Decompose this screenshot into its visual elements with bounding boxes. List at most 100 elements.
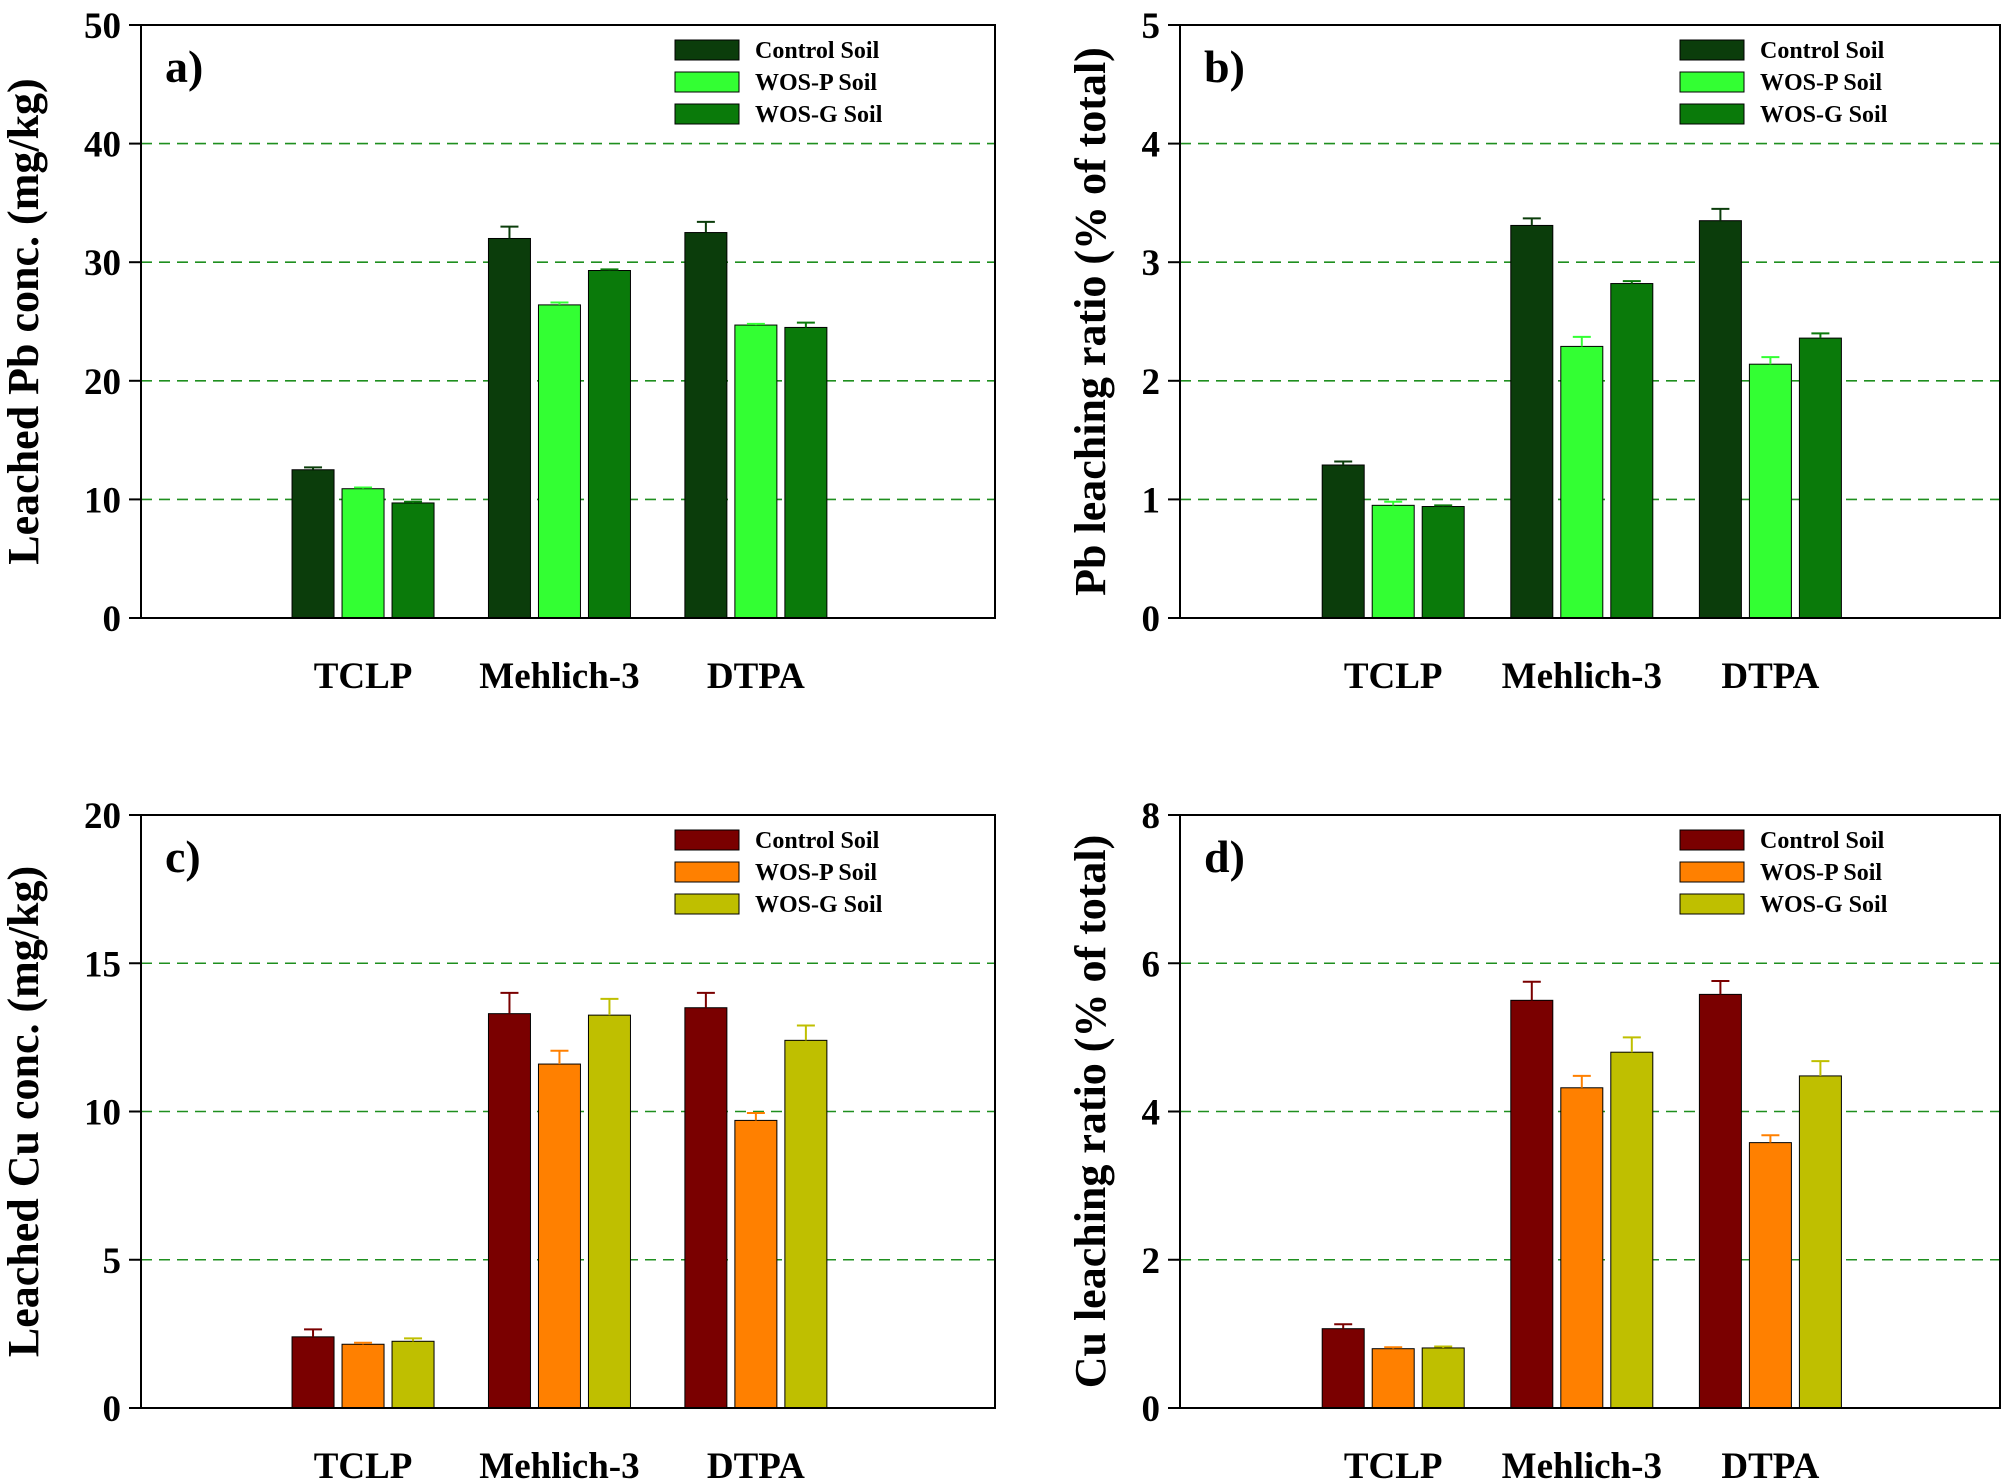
chart-panel-3: TCLP Mehlich-3 DTPA 0 5 10 15 20 Leached Cu conc…: [0, 796, 996, 1482]
y-tick-label: 5: [1142, 6, 1161, 47]
bar-wos-g-soil-dtpa: [784, 1039, 828, 1409]
bar-wos-g-soil-dtpa: [1798, 1075, 1842, 1409]
legend-swatch: [674, 103, 740, 125]
x-tick-label: TCLP: [314, 656, 413, 697]
legend-swatch: [1679, 829, 1745, 851]
x-tick-label: DTPA: [1721, 656, 1819, 697]
bar-wos-p-soil-mehlich-3: [537, 304, 581, 619]
bar-control-soil-tclp: [291, 469, 335, 619]
panel-label: c): [165, 831, 201, 882]
plot-frame: [1179, 24, 2001, 619]
x-tick-label: Mehlich-3: [479, 656, 639, 697]
chart-panel-4: TCLP Mehlich-3 DTPA 0 2 4 6 8 Cu leaching ratio …: [1066, 796, 2001, 1482]
y-tick-label: 20: [84, 362, 121, 403]
bar-control-soil-mehlich-3: [1510, 999, 1554, 1409]
bar-wos-g-soil-tclp: [1421, 506, 1465, 619]
y-axis-title: Pb leaching ratio (% of total): [1066, 47, 1115, 596]
bar-wos-p-soil-dtpa: [734, 324, 778, 619]
bar-control-soil-tclp: [1321, 1328, 1365, 1409]
legend-swatch: [1679, 71, 1745, 93]
panel-label: a): [165, 41, 203, 92]
bar-wos-g-soil-mehlich-3: [1610, 283, 1654, 619]
legend-label: WOS-P Soil: [755, 860, 877, 886]
legend-label: WOS-G Soil: [755, 102, 883, 128]
bar-wos-g-soil-tclp: [391, 502, 435, 619]
y-tick-label: 0: [103, 599, 122, 640]
y-tick-label: 0: [103, 1389, 122, 1430]
panel-label: d): [1204, 831, 1245, 882]
bar-wos-p-soil-dtpa: [734, 1119, 778, 1409]
y-tick-label: 20: [84, 796, 121, 837]
legend-label: Control Soil: [755, 38, 880, 64]
legend-label: WOS-G Soil: [1760, 102, 1888, 128]
panel-label: b): [1204, 41, 1245, 92]
bar-wos-p-soil-mehlich-3: [537, 1063, 581, 1409]
bar-wos-p-soil-tclp: [341, 1343, 385, 1409]
x-tick-label: TCLP: [1344, 656, 1443, 697]
y-tick-label: 0: [1142, 599, 1161, 640]
legend-swatch: [674, 71, 740, 93]
bar-wos-p-soil-tclp: [1371, 1348, 1415, 1409]
y-tick-label: 50: [84, 6, 121, 47]
x-tick-label: TCLP: [1344, 1446, 1443, 1482]
legend-swatch: [674, 893, 740, 915]
legend-swatch: [674, 861, 740, 883]
legend-label: WOS-P Soil: [1760, 70, 1882, 96]
bar-wos-p-soil-tclp: [341, 488, 385, 619]
bar-wos-p-soil-dtpa: [1748, 363, 1792, 619]
legend-swatch: [674, 39, 740, 61]
y-tick-label: 15: [84, 944, 121, 985]
bar-control-soil-mehlich-3: [487, 1013, 531, 1409]
legend-swatch: [1679, 861, 1745, 883]
bar-control-soil-mehlich-3: [1510, 224, 1554, 619]
x-tick-label: Mehlich-3: [479, 1446, 639, 1482]
bar-control-soil-dtpa: [684, 232, 728, 619]
bar-control-soil-dtpa: [1698, 993, 1742, 1409]
bar-wos-g-soil-mehlich-3: [1610, 1051, 1654, 1409]
legend-label: WOS-G Soil: [1760, 892, 1888, 918]
legend-label: Control Soil: [755, 828, 880, 854]
bar-wos-g-soil-mehlich-3: [587, 1014, 631, 1409]
chart-panel-2: TCLP Mehlich-3 DTPA 0 1 2 3 4 5 Pb leaching ratio…: [1066, 6, 2001, 697]
bar-wos-g-soil-dtpa: [784, 326, 828, 619]
legend-swatch: [1679, 103, 1745, 125]
legend-swatch: [1679, 893, 1745, 915]
bar-control-soil-dtpa: [1698, 220, 1742, 619]
y-tick-label: 4: [1142, 1093, 1161, 1134]
legend-label: Control Soil: [1760, 828, 1885, 854]
y-axis-title: Leached Pb conc. (mg/kg): [0, 78, 48, 564]
x-tick-label: DTPA: [707, 656, 805, 697]
x-tick-label: TCLP: [314, 1446, 413, 1482]
chart-panel-1: TCLP Mehlich-3 DTPA 0 10 20 30 40 50 Leached Pb c…: [0, 6, 996, 697]
x-tick-label: Mehlich-3: [1502, 1446, 1662, 1482]
y-tick-label: 8: [1142, 796, 1161, 837]
y-axis-title: Leached Cu conc. (mg/kg): [0, 866, 48, 1357]
legend-label: WOS-P Soil: [1760, 860, 1882, 886]
y-tick-label: 5: [103, 1241, 122, 1282]
legend-label: WOS-G Soil: [755, 892, 883, 918]
bar-wos-p-soil-mehlich-3: [1560, 345, 1604, 619]
bar-control-soil-dtpa: [684, 1007, 728, 1409]
legend-swatch: [674, 829, 740, 851]
bar-wos-g-soil-dtpa: [1798, 337, 1842, 619]
bar-wos-g-soil-tclp: [391, 1340, 435, 1409]
y-axis-title: Cu leaching ratio (% of total): [1066, 835, 1115, 1389]
y-tick-label: 4: [1142, 125, 1161, 166]
bar-control-soil-mehlich-3: [487, 237, 531, 619]
bar-wos-p-soil-tclp: [1371, 504, 1415, 619]
y-tick-label: 10: [84, 480, 121, 521]
y-tick-label: 0: [1142, 1389, 1161, 1430]
y-tick-label: 30: [84, 243, 121, 284]
y-tick-label: 2: [1142, 362, 1161, 403]
y-tick-label: 2: [1142, 1241, 1161, 1282]
bar-wos-g-soil-mehlich-3: [587, 270, 631, 619]
x-tick-label: DTPA: [707, 1446, 805, 1482]
bar-wos-p-soil-mehlich-3: [1560, 1087, 1604, 1409]
plot-frame: [140, 24, 996, 619]
y-tick-label: 6: [1142, 944, 1161, 985]
x-tick-label: DTPA: [1721, 1446, 1819, 1482]
legend-swatch: [1679, 39, 1745, 61]
x-tick-label: Mehlich-3: [1502, 656, 1662, 697]
legend-label: Control Soil: [1760, 38, 1885, 64]
